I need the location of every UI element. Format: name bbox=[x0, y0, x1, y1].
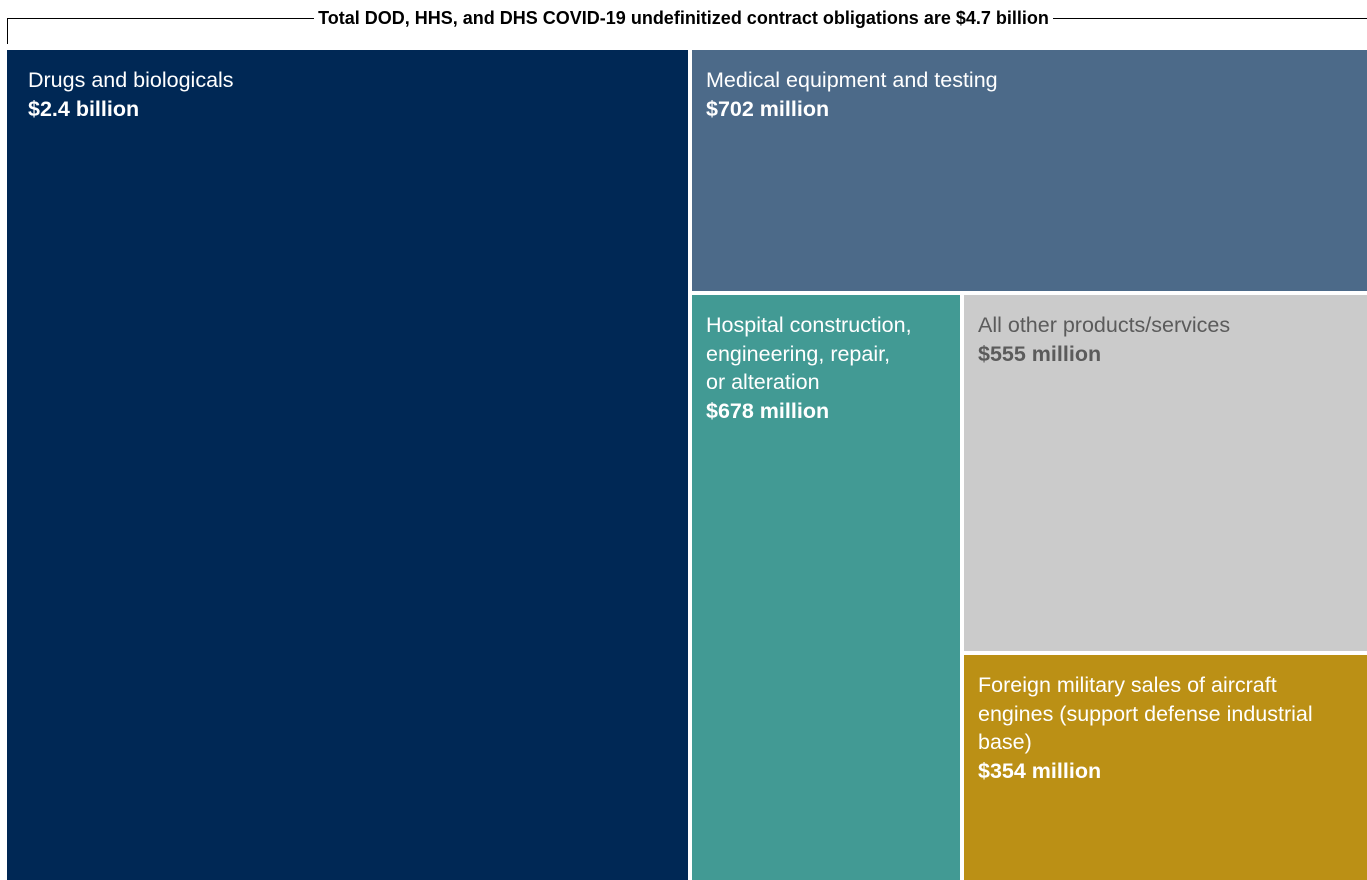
treemap-tile-foreign-military-sales: Foreign military sales of aircraft engin… bbox=[964, 655, 1367, 880]
tile-value: $702 million bbox=[706, 96, 830, 121]
tile-label: Drugs and biologicals bbox=[28, 68, 234, 92]
tile-label: All other products/services bbox=[978, 313, 1231, 337]
tile-label: Medical equipment and testing bbox=[706, 68, 998, 92]
tile-value: $2.4 billion bbox=[28, 96, 140, 121]
treemap-tile-drugs-and-biologicals: Drugs and biologicals $2.4 billion bbox=[7, 50, 688, 880]
tile-label: Foreign military sales of aircraft engin… bbox=[978, 673, 1313, 754]
tile-value: $354 million bbox=[978, 758, 1102, 783]
treemap-tile-hospital-construction: Hospital construction, engineering, repa… bbox=[692, 295, 960, 880]
title-bracket bbox=[7, 18, 1367, 44]
tile-value: $555 million bbox=[978, 341, 1102, 366]
tile-value: $678 million bbox=[706, 398, 830, 423]
treemap-tile-medical-equipment-and-testing: Medical equipment and testing $702 milli… bbox=[692, 50, 1367, 291]
treemap-tile-all-other-products-services: All other products/services $555 million bbox=[964, 295, 1367, 651]
tile-label: Hospital construction, engineering, repa… bbox=[706, 313, 912, 394]
